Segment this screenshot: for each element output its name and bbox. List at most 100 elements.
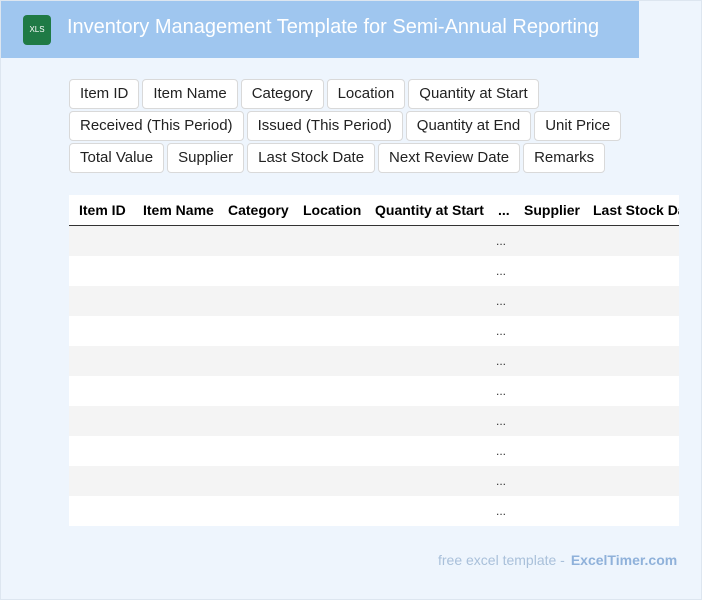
empty-cell (293, 346, 365, 376)
table-row: ... (69, 256, 679, 286)
empty-cell (365, 286, 488, 316)
empty-cell (583, 406, 679, 436)
empty-cell (514, 376, 583, 406)
empty-cell (133, 256, 218, 286)
empty-cell (514, 316, 583, 346)
empty-cell (365, 225, 488, 256)
empty-cell (514, 466, 583, 496)
empty-cell (69, 406, 133, 436)
table-body: .............................. (69, 225, 679, 527)
footer-text: free excel template - (438, 552, 565, 568)
field-chip: Category (240, 79, 324, 109)
empty-cell (69, 346, 133, 376)
column-header: Last Stock Date (583, 195, 679, 226)
table-row: ... (69, 225, 679, 256)
field-chip: Supplier (167, 143, 245, 173)
empty-cell (514, 225, 583, 256)
footer-brand: ExcelTimer.com (570, 552, 678, 568)
ellipsis-cell: ... (495, 384, 506, 398)
table-row: ... (69, 286, 679, 316)
footer: free excel template - ExcelTimer.com (438, 552, 677, 568)
column-header: ... (488, 195, 514, 226)
field-chip: Next Review Date (378, 143, 521, 173)
empty-cell (583, 346, 679, 376)
empty-cell (218, 436, 293, 466)
empty-cell (583, 225, 679, 256)
empty-cell (293, 466, 365, 496)
empty-cell (365, 406, 488, 436)
empty-cell (133, 225, 218, 256)
column-header: Category (218, 195, 293, 226)
column-header: Location (293, 195, 365, 226)
empty-cell (293, 225, 365, 256)
empty-cell (133, 316, 218, 346)
field-chip: Quantity at Start (408, 79, 539, 109)
empty-cell (583, 316, 679, 346)
empty-cell (293, 496, 365, 526)
empty-cell (583, 286, 679, 316)
column-header: Supplier (514, 195, 583, 226)
empty-cell (583, 496, 679, 526)
ellipsis-cell: ... (488, 406, 514, 436)
empty-cell (514, 256, 583, 286)
empty-cell (293, 316, 365, 346)
empty-cell (218, 376, 293, 406)
column-header: Quantity at Start (365, 195, 488, 226)
empty-cell (293, 406, 365, 436)
field-chip: Unit Price (534, 111, 622, 141)
ellipsis-cell: ... (488, 225, 514, 256)
field-chip: Location (326, 79, 406, 109)
empty-cell (218, 466, 293, 496)
empty-cell (218, 316, 293, 346)
ellipsis-cell: ... (495, 444, 506, 458)
ellipsis-cell: ... (495, 264, 506, 278)
empty-cell (583, 376, 679, 406)
empty-cell (365, 496, 488, 526)
empty-cell (514, 406, 583, 436)
field-list: Item ID Item Name Category Location Quantity… (69, 79, 649, 173)
empty-cell (293, 436, 365, 466)
header-bar: XLS Inventory Management Template for Se… (1, 1, 639, 58)
empty-cell (365, 256, 488, 286)
ellipsis-cell: ... (488, 466, 514, 496)
table-container: Item ID Item Name Category Location Quantity… (69, 195, 679, 526)
column-header: Item ID (69, 195, 133, 226)
field-chip: Remarks (523, 143, 606, 173)
ellipsis-cell: ... (488, 286, 514, 316)
ellipsis-cell: ... (495, 504, 506, 518)
empty-cell (133, 496, 218, 526)
empty-cell (365, 376, 488, 406)
empty-cell (69, 496, 133, 526)
empty-cell (69, 376, 133, 406)
preview-table: Item ID Item Name Category Location Quantity… (69, 195, 679, 526)
empty-cell (133, 436, 218, 466)
table-row: ... (69, 406, 679, 436)
field-chip: Quantity at End (405, 111, 532, 141)
empty-cell (218, 406, 293, 436)
empty-cell (514, 436, 583, 466)
field-chip: Item Name (142, 79, 238, 109)
empty-cell (69, 286, 133, 316)
table-row: ... (69, 376, 679, 406)
field-chip: Total Value (69, 143, 165, 173)
empty-cell (218, 256, 293, 286)
table-row: ... (69, 496, 679, 526)
empty-cell (514, 346, 583, 376)
empty-cell (293, 376, 365, 406)
empty-cell (69, 225, 133, 256)
empty-cell (218, 225, 293, 256)
field-chip: Last Stock Date (247, 143, 376, 173)
empty-cell (133, 376, 218, 406)
empty-cell (133, 346, 218, 376)
table-row: ... (69, 466, 679, 496)
table-row: ... (69, 316, 679, 346)
empty-cell (583, 256, 679, 286)
column-header: Item Name (133, 195, 218, 226)
empty-cell (365, 436, 488, 466)
empty-cell (69, 466, 133, 496)
empty-cell (69, 256, 133, 286)
field-chip: Issued (This Period) (246, 111, 403, 141)
table-row: ... (69, 346, 679, 376)
empty-cell (133, 286, 218, 316)
